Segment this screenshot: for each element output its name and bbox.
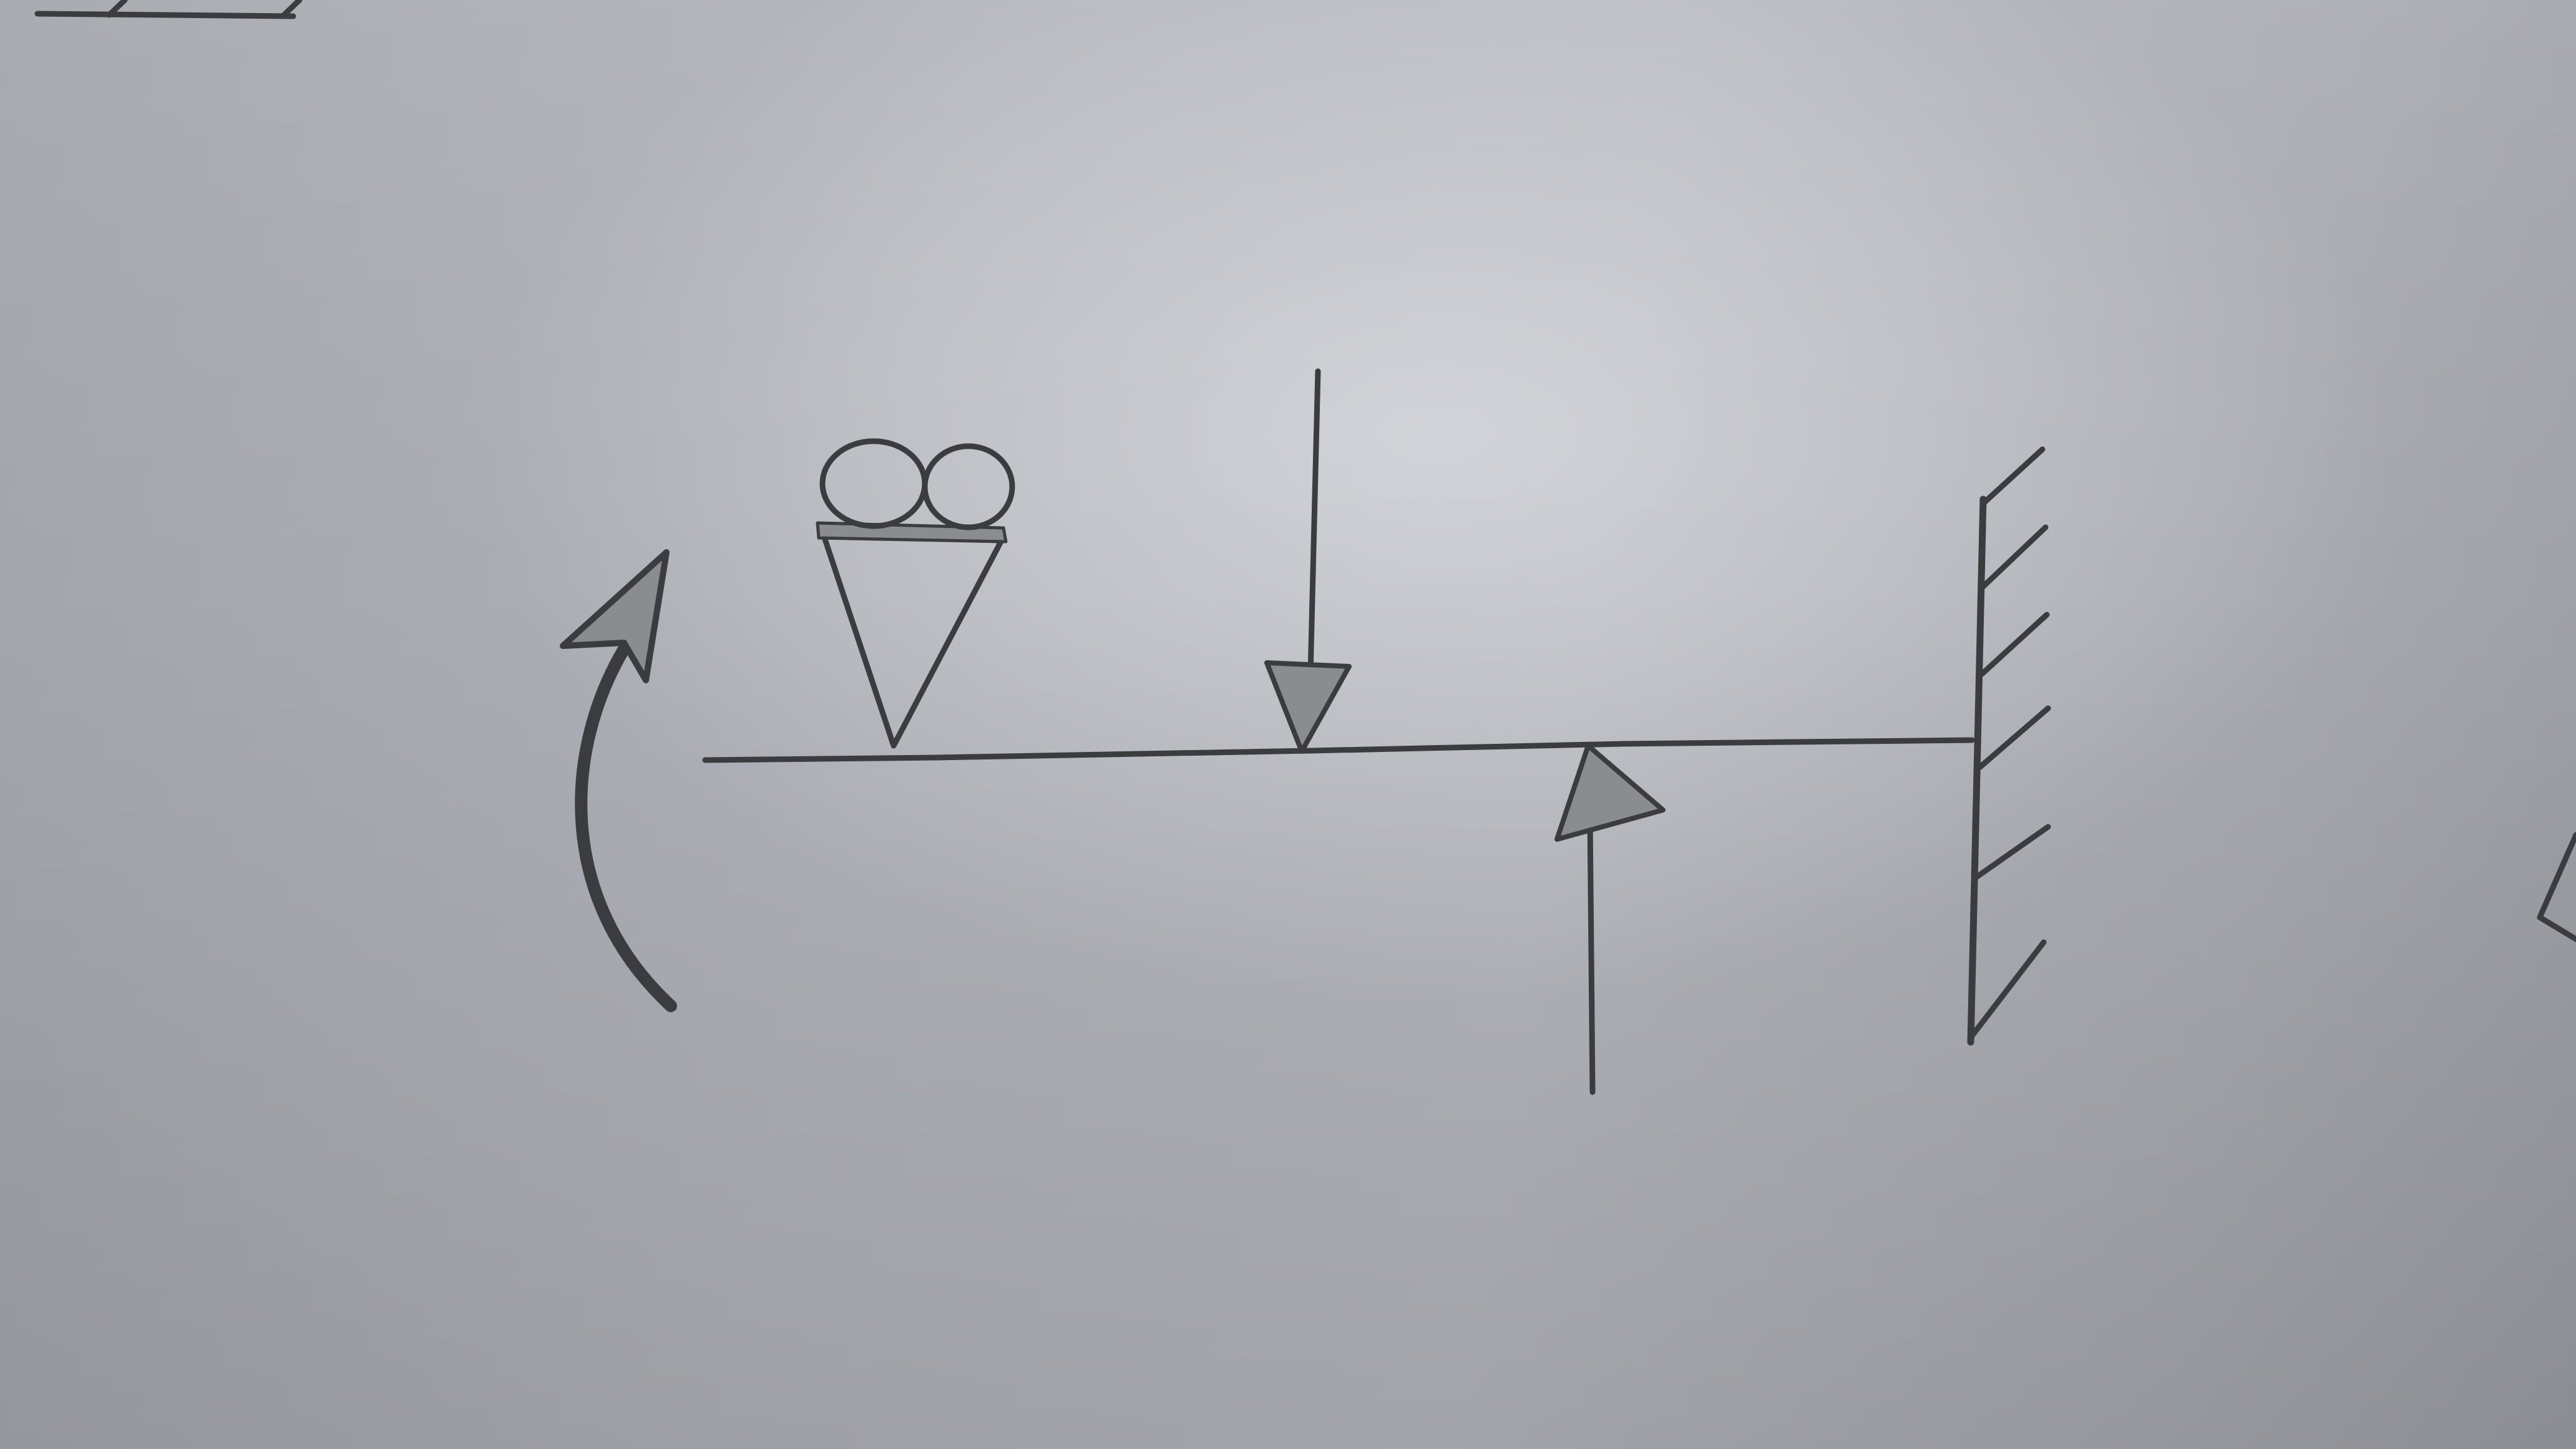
wall-hatch (1976, 705, 2051, 771)
wall-hatch (1980, 524, 2049, 590)
wall-hatch (1969, 939, 2047, 1039)
wall-line (1967, 495, 1987, 1046)
point-load-up (1554, 743, 1666, 1095)
wall-hatch (1979, 612, 2050, 677)
fixed-wall-support (1967, 446, 2051, 1046)
point-load-down (1264, 368, 1352, 754)
roller-support (816, 438, 1015, 749)
roller-wheel-left-icon (819, 438, 928, 529)
partial-sketch-right-edge (2537, 832, 2576, 942)
moment-arrow-curve (575, 643, 677, 1012)
load-up-arrowhead-icon (1554, 743, 1666, 842)
partial-sketch-top-left (34, 0, 303, 19)
moment-arrowhead-icon (560, 549, 670, 683)
wall-hatch (1981, 446, 2046, 505)
moment-arrow (560, 549, 677, 1012)
load-down-arrowhead-icon (1264, 660, 1352, 754)
roller-support-triangle (821, 532, 1005, 749)
load-down-shaft (1307, 368, 1321, 677)
roller-wheel-right-icon (922, 443, 1015, 530)
load-up-shaft (1587, 814, 1596, 1095)
beam (702, 737, 1975, 763)
wall-hatch (1974, 824, 2051, 880)
